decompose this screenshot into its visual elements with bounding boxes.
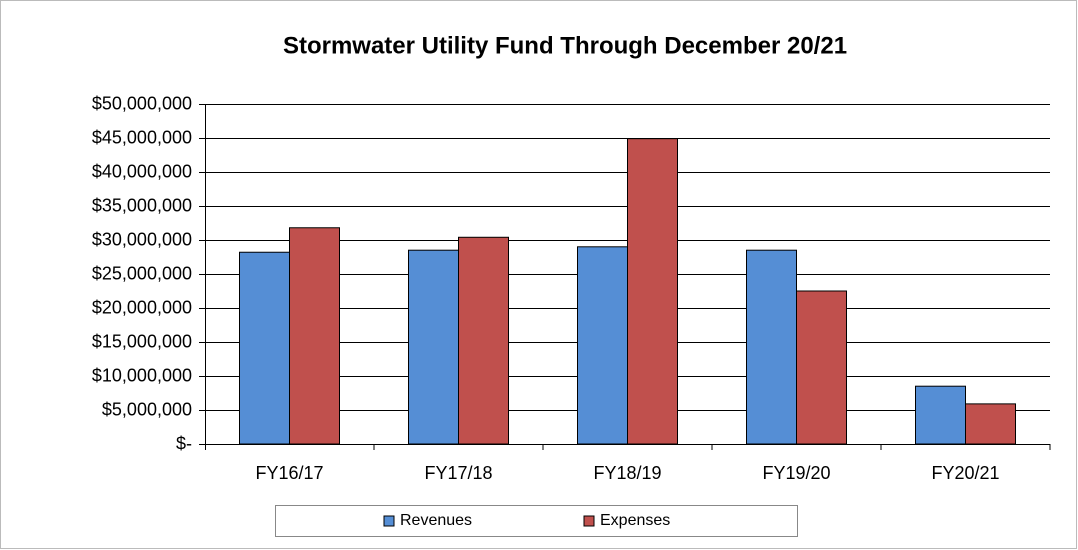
legend-swatch <box>583 515 595 527</box>
x-tick-label: FY17/18 <box>424 463 492 483</box>
y-tick-label: $40,000,000 <box>92 161 192 181</box>
bar <box>408 249 459 445</box>
bar <box>627 138 678 445</box>
bar <box>915 385 966 445</box>
y-tick-label: $15,000,000 <box>92 331 192 351</box>
legend-swatch <box>383 515 395 527</box>
y-tick-label: $50,000,000 <box>92 93 192 113</box>
bar <box>965 403 1016 445</box>
bar <box>746 249 797 445</box>
y-tick-label: $35,000,000 <box>92 195 192 215</box>
x-tick-label: FY16/17 <box>255 463 323 483</box>
y-tick-label: $25,000,000 <box>92 263 192 283</box>
x-tick-label: FY19/20 <box>762 463 830 483</box>
bar <box>289 227 340 445</box>
bar <box>577 246 628 445</box>
legend-label: Expenses <box>600 512 670 529</box>
y-tick-label: $20,000,000 <box>92 297 192 317</box>
y-tick-label: $- <box>176 433 192 453</box>
y-tick-label: $30,000,000 <box>92 229 192 249</box>
y-tick-label: $5,000,000 <box>102 399 192 419</box>
bar <box>796 290 847 445</box>
chart-title: Stormwater Utility Fund Through December… <box>283 32 847 59</box>
bar <box>239 251 290 445</box>
y-tick-label: $45,000,000 <box>92 127 192 147</box>
y-tick-label: $10,000,000 <box>92 365 192 385</box>
bar <box>458 236 509 445</box>
legend-box <box>275 505 798 537</box>
x-tick-label: FY20/21 <box>931 463 999 483</box>
legend-label: Revenues <box>400 512 472 529</box>
x-tick-label: FY18/19 <box>593 463 661 483</box>
